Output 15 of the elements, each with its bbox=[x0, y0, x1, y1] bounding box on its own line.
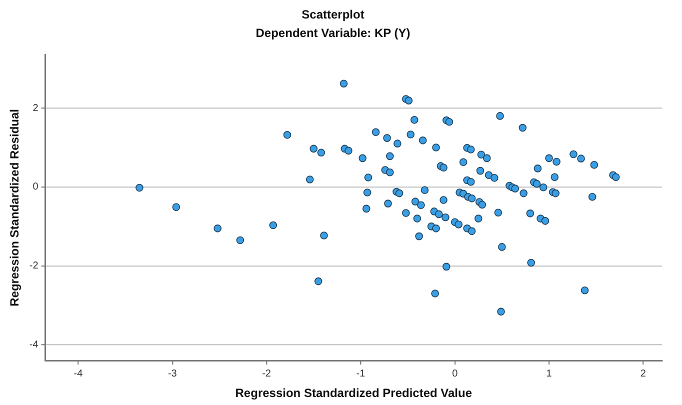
y-axis-title: Regression Standardized Residual bbox=[8, 109, 22, 306]
x-tick-label: 1 bbox=[546, 368, 552, 380]
x-tick-label: -4 bbox=[74, 368, 84, 380]
y-tick-label: -2 bbox=[29, 260, 39, 272]
chart-title: Scatterplot bbox=[302, 8, 364, 22]
x-tick-label: -1 bbox=[356, 368, 366, 380]
x-tick-label: 0 bbox=[452, 368, 458, 380]
x-tick-label: -2 bbox=[262, 368, 272, 380]
x-axis-title: Regression Standardized Predicted Value bbox=[235, 386, 472, 400]
y-tick-label: 0 bbox=[32, 182, 39, 193]
y-tick-label: -4 bbox=[29, 340, 39, 351]
x-tick-label: -3 bbox=[168, 368, 178, 380]
x-tick-label: 2 bbox=[640, 368, 646, 380]
chart-subtitle: Dependent Variable: KP (Y) bbox=[256, 26, 410, 40]
y-tick-label: 2 bbox=[32, 102, 39, 114]
